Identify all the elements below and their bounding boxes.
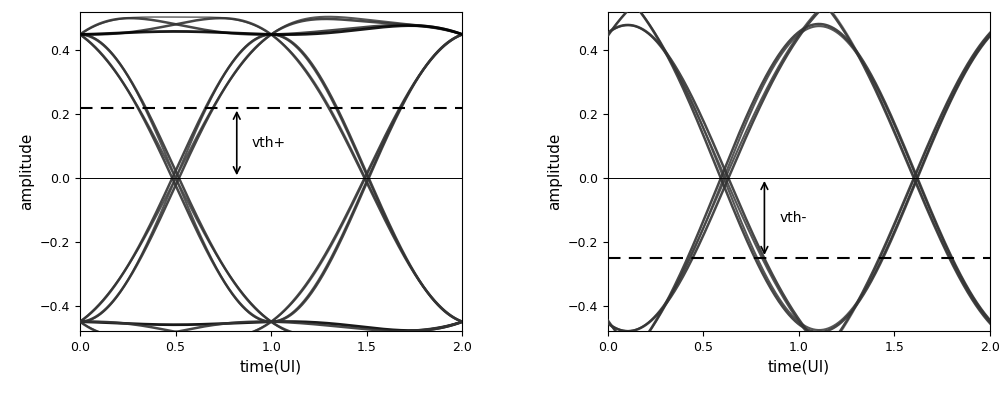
Text: vth+: vth+ [252,136,286,150]
Y-axis label: amplitude: amplitude [19,133,34,210]
X-axis label: time(UI): time(UI) [240,360,302,375]
Y-axis label: amplitude: amplitude [547,133,562,210]
Text: vth-: vth- [780,211,807,225]
X-axis label: time(UI): time(UI) [768,360,830,375]
